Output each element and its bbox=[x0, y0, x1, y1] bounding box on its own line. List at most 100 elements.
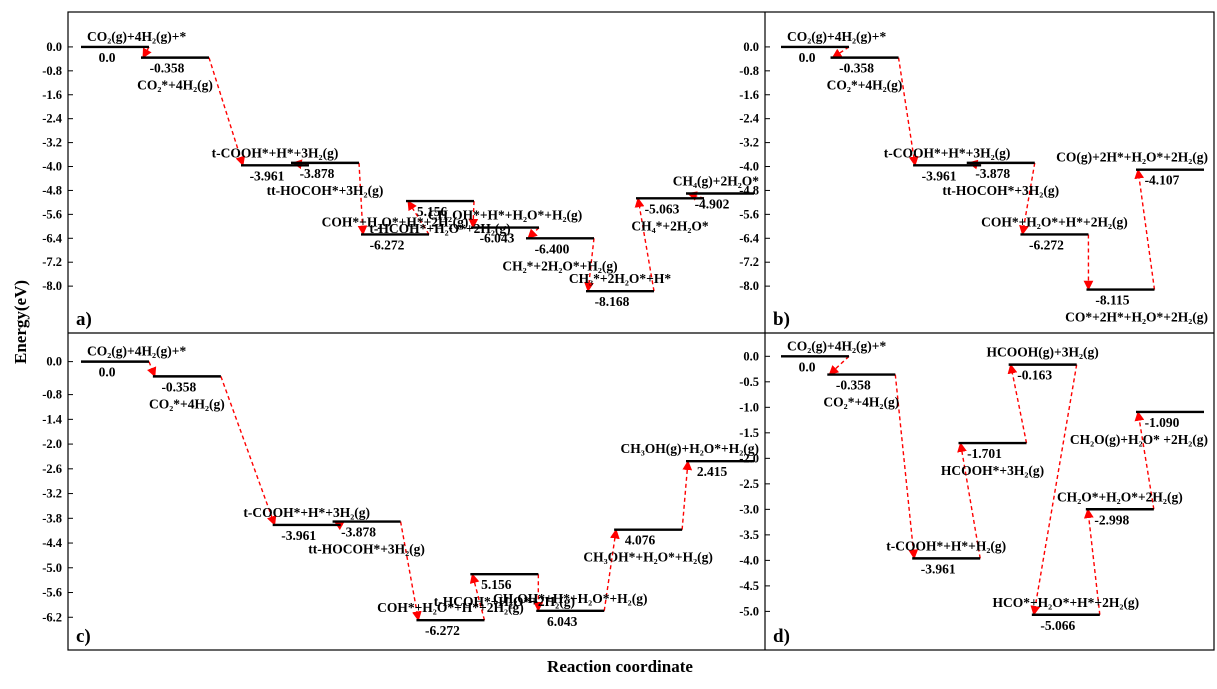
pathway-connector bbox=[149, 362, 155, 377]
panel-label: c) bbox=[76, 626, 91, 647]
pathway-connector bbox=[143, 47, 149, 58]
energy-value-label: 2.415 bbox=[697, 464, 728, 479]
y-tick-label: -2.0 bbox=[42, 437, 62, 451]
y-tick-label: -3.2 bbox=[42, 136, 62, 150]
y-tick-label: -8.0 bbox=[739, 279, 759, 293]
y-tick-label: -1.0 bbox=[739, 400, 759, 414]
energy-value-label: 0.0 bbox=[799, 359, 816, 374]
y-tick-label: -2.6 bbox=[42, 462, 62, 476]
species-label: t-COOH*+H*+3H₂(g) bbox=[243, 505, 370, 520]
energy-value-label: -6.272 bbox=[1029, 237, 1064, 252]
species-label: CO₂(g)+4H₂(g)+* bbox=[87, 344, 186, 359]
y-tick-label: -0.8 bbox=[739, 64, 759, 78]
panel-a: 0.0 -0.8 -1.6 -2.4 -3.2 -4.0 -4.8 -5.6 -6.4 -7.2 -… bbox=[42, 29, 759, 330]
y-tick-label: -2.0 bbox=[739, 451, 759, 465]
species-label: CO₂*+4H₂(g) bbox=[827, 78, 903, 93]
energy-value-label: -8.168 bbox=[595, 294, 630, 309]
energy-value-label: -5.066 bbox=[1040, 618, 1075, 633]
pathway-connector bbox=[221, 376, 275, 525]
species-label: tt-HOCOH*+3H₂(g) bbox=[942, 183, 1059, 198]
species-label: tt-HOCOH*+3H₂(g) bbox=[267, 183, 384, 198]
y-axis-title: Energy(eV) bbox=[11, 280, 30, 364]
species-label: CO₂(g)+4H₂(g)+* bbox=[87, 29, 186, 44]
energy-value-label: -6.043 bbox=[480, 231, 515, 246]
energy-value-label: -0.163 bbox=[1017, 368, 1052, 383]
species-label: HCOOH(g)+3H₂(g) bbox=[987, 345, 1099, 360]
energy-value-label: -6.272 bbox=[370, 237, 405, 252]
species-label: CH₂OH*+H*+H₂O*+H₂(g) bbox=[493, 591, 647, 606]
y-tick-label: -2.5 bbox=[739, 477, 759, 491]
energy-value-label: 4.076 bbox=[625, 533, 656, 548]
species-label: CH₃*+2H₂O*+H* bbox=[569, 271, 671, 286]
y-tick-label: -6.2 bbox=[42, 610, 62, 624]
energy-value-label: -2.998 bbox=[1094, 512, 1129, 527]
y-tick-label: -4.0 bbox=[739, 553, 759, 567]
species-label: CH₂O(g)+H₂O* +2H₂(g) bbox=[1070, 432, 1208, 447]
pathway-connector bbox=[829, 356, 849, 374]
y-tick-label: -4.5 bbox=[739, 579, 759, 593]
panels: 0.0 -0.8 -1.6 -2.4 -3.2 -4.0 -4.8 -5.6 -6.4 -7.2 -… bbox=[42, 29, 1208, 647]
y-tick-label: -2.4 bbox=[42, 112, 63, 126]
panel-label: d) bbox=[773, 626, 790, 647]
y-tick-label: -5.6 bbox=[42, 586, 62, 600]
species-label: CO₂*+4H₂(g) bbox=[149, 396, 225, 411]
y-tick-label: -3.0 bbox=[739, 502, 759, 516]
energy-value-label: 0.0 bbox=[99, 50, 116, 65]
species-label: HCO*+H₂O*+H*+2H₂(g) bbox=[992, 595, 1139, 610]
species-label: CO₂*+4H₂(g) bbox=[823, 395, 899, 410]
species-label: t-COOH*+H*+3H₂(g) bbox=[212, 145, 339, 160]
energy-value-label: -4.107 bbox=[1145, 173, 1180, 188]
energy-value-label: -4.902 bbox=[695, 196, 730, 211]
y-tick-label: 0.0 bbox=[46, 40, 62, 54]
species-label: CO₂(g)+4H₂(g)+* bbox=[787, 338, 886, 353]
species-label: t-COOH*+H*+H₂(g) bbox=[886, 538, 1006, 553]
y-tick-label: -4.4 bbox=[42, 536, 63, 550]
energy-value-label: -3.961 bbox=[922, 168, 957, 183]
energy-value-label: -3.878 bbox=[975, 166, 1010, 181]
panel-label: a) bbox=[76, 309, 92, 330]
y-tick-label: -5.0 bbox=[42, 561, 62, 575]
species-label: CO(g)+2H*+H₂O*+2H₂(g) bbox=[1056, 150, 1208, 165]
y-tick-label: 0.0 bbox=[743, 40, 759, 54]
energy-value-label: -6.272 bbox=[425, 623, 460, 638]
y-tick-label: -4.0 bbox=[739, 160, 759, 174]
x-axis-title: Reaction coordinate bbox=[547, 657, 693, 676]
species-label: CH₂O*+H₂O*+2H₂(g) bbox=[1057, 489, 1183, 504]
y-tick-label: -5.6 bbox=[739, 207, 759, 221]
y-tick-label: -6.4 bbox=[42, 231, 63, 245]
energy-value-label: -3.961 bbox=[921, 561, 956, 576]
energy-value-label: -5.063 bbox=[645, 201, 680, 216]
y-tick-label: -8.0 bbox=[42, 279, 62, 293]
y-tick-label: -5.6 bbox=[42, 207, 62, 221]
y-tick-label: -4.8 bbox=[42, 183, 62, 197]
y-tick-label: -1.4 bbox=[42, 412, 63, 426]
y-tick-label: -7.2 bbox=[42, 255, 62, 269]
energy-value-label: -1.701 bbox=[967, 446, 1002, 461]
y-tick-label: -2.4 bbox=[739, 112, 760, 126]
y-tick-label: 0.0 bbox=[46, 355, 62, 369]
panel-c: 0.0-0.8-1.4-2.0-2.6-3.2-3.8-4.4-5.0-5.6-… bbox=[42, 344, 759, 647]
energy-value-label: 0.0 bbox=[799, 50, 816, 65]
pathway-connector bbox=[528, 228, 539, 239]
energy-value-label: -1.090 bbox=[1145, 415, 1180, 430]
energy-value-label: -0.358 bbox=[150, 61, 185, 76]
y-tick-label: -4.8 bbox=[739, 183, 759, 197]
energy-value-label: -6.400 bbox=[535, 241, 570, 256]
species-label: CO₂*+4H₂(g) bbox=[137, 78, 213, 93]
y-tick-label: 0.0 bbox=[743, 349, 759, 363]
energy-value-label: -3.961 bbox=[250, 168, 285, 183]
y-tick-label: -1.6 bbox=[42, 88, 62, 102]
species-label: CO*+2H*+H₂O*+2H₂(g) bbox=[1065, 310, 1208, 325]
species-label: CH₂OH*+H*+H₂O*+H₂(g) bbox=[428, 208, 582, 223]
y-tick-label: -1.6 bbox=[739, 88, 759, 102]
y-tick-label: -3.2 bbox=[42, 487, 62, 501]
y-tick-label: -3.8 bbox=[42, 511, 62, 525]
pathway-connector bbox=[833, 47, 849, 58]
panel-d: 0.0-0.5-1.0-1.5-2.0-2.5-3.0-3.5-4.0-4.5-… bbox=[739, 338, 1208, 647]
species-label: CO₂(g)+4H₂(g)+* bbox=[787, 29, 886, 44]
pathway-connector bbox=[682, 461, 688, 529]
y-tick-label: -3.2 bbox=[739, 136, 759, 150]
y-tick-label: -6.4 bbox=[739, 231, 760, 245]
